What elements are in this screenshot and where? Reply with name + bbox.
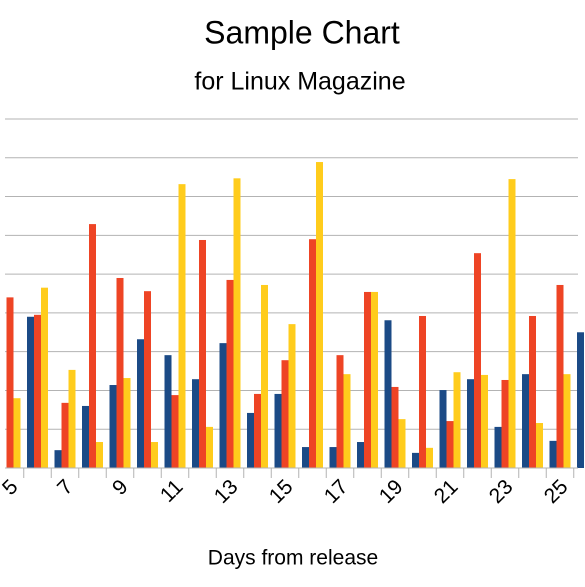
x-tick-label: 17	[320, 475, 353, 508]
x-tick-label: 23	[485, 475, 518, 508]
bar	[34, 314, 41, 468]
bar	[384, 320, 392, 468]
bar	[41, 287, 48, 468]
bar	[329, 447, 337, 468]
bar	[309, 239, 316, 468]
x-axis-label: Days from release	[208, 547, 378, 570]
bar	[302, 447, 309, 468]
bar	[164, 355, 172, 468]
bar	[116, 277, 124, 468]
bar	[206, 426, 213, 468]
bar	[343, 374, 351, 468]
x-tick-label: 25	[540, 475, 573, 508]
bar	[419, 315, 426, 468]
bar	[199, 239, 206, 468]
x-tick-label: 19	[375, 475, 408, 508]
bar	[171, 395, 179, 468]
bar	[412, 452, 419, 468]
bar	[219, 343, 227, 468]
x-tick-label: 21	[430, 475, 463, 508]
bar	[274, 393, 282, 468]
bar	[123, 378, 131, 468]
bar	[261, 284, 268, 468]
x-tick-label: 5	[0, 475, 23, 500]
bar	[336, 355, 344, 468]
bar	[27, 316, 34, 468]
bar	[467, 379, 474, 468]
bar	[474, 253, 481, 468]
bar	[522, 374, 529, 468]
bar	[247, 412, 254, 468]
bar	[6, 297, 14, 468]
bar	[144, 291, 151, 468]
x-tick-label: 7	[53, 475, 78, 500]
bar	[398, 419, 406, 468]
bar	[233, 178, 241, 468]
bar	[563, 374, 571, 468]
bar	[137, 339, 144, 468]
bar	[281, 360, 289, 468]
bar	[494, 426, 502, 468]
bar	[226, 279, 234, 468]
bar	[556, 284, 564, 468]
bar	[61, 402, 69, 468]
chart-subtitle: for Linux Magazine	[194, 68, 405, 96]
bar	[536, 423, 543, 468]
x-tick-label: 11	[156, 475, 188, 507]
chart-title: Sample Chart	[204, 14, 400, 50]
bar	[96, 442, 103, 468]
bar	[371, 291, 378, 468]
bar	[254, 393, 261, 468]
bar	[68, 369, 76, 468]
bar	[357, 442, 364, 468]
bar	[577, 332, 584, 468]
bar	[192, 379, 199, 468]
bar	[288, 324, 296, 468]
bar	[501, 379, 509, 468]
bar	[178, 184, 186, 468]
bar	[529, 315, 536, 468]
bar	[316, 162, 323, 468]
bar	[446, 421, 454, 468]
bar	[439, 390, 447, 468]
bar	[82, 405, 89, 468]
bar	[549, 440, 557, 468]
bar	[13, 398, 21, 468]
bar	[54, 450, 62, 468]
bar	[151, 442, 158, 468]
bar	[391, 386, 399, 468]
x-tick-label: 15	[265, 475, 298, 508]
bar	[109, 385, 117, 468]
bar	[426, 447, 433, 468]
x-tick-label: 9	[108, 475, 133, 500]
bar	[453, 372, 461, 468]
bar	[481, 374, 488, 468]
x-tick-label: 13	[210, 475, 243, 508]
bar	[89, 224, 96, 468]
bar	[364, 291, 371, 468]
bar	[508, 179, 516, 468]
